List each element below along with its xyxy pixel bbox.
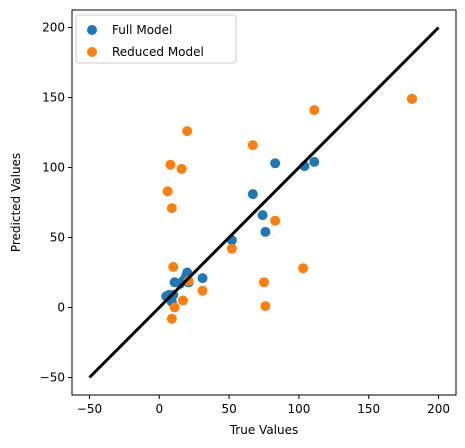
reference-line <box>88 26 440 379</box>
x-axis-ticks: −50 0 50 100 150 200 <box>77 395 450 416</box>
legend-label-full-model: Full Model <box>112 23 172 37</box>
data-point-reduced-model <box>168 261 179 272</box>
data-point-reduced-model <box>226 243 237 254</box>
x-tick-label: 200 <box>427 402 450 416</box>
data-point-reduced-model <box>183 275 194 286</box>
x-tick-label: 50 <box>221 402 236 416</box>
y-tick-label: 0 <box>57 301 65 315</box>
legend-marker-reduced-model <box>87 47 97 57</box>
data-point-reduced-model <box>259 277 269 288</box>
data-point-reduced-model <box>260 301 271 312</box>
legend: Full Model Reduced Model <box>75 14 237 64</box>
y-axis-ticks: −50 0 50 100 150 200 <box>40 21 72 385</box>
y-tick-label: 100 <box>42 161 65 175</box>
data-point-reduced-model <box>166 313 177 324</box>
data-point-full-model <box>309 156 320 167</box>
data-point-reduced-model <box>407 93 418 104</box>
x-tick-label: −50 <box>77 402 102 416</box>
y-tick-label: 150 <box>42 91 65 105</box>
x-tick-label: 0 <box>155 402 163 416</box>
y-tick-label: 200 <box>42 21 65 35</box>
legend-box <box>75 14 237 64</box>
data-point-reduced-model <box>247 140 258 151</box>
y-axis-label: Predicted Values <box>9 153 23 252</box>
data-point-reduced-model <box>162 186 173 197</box>
data-point-reduced-model <box>176 163 187 174</box>
data-point-reduced-model <box>298 263 309 274</box>
data-point-reduced-model <box>197 285 208 296</box>
data-point-full-model <box>197 273 208 284</box>
data-point-reduced-model <box>169 302 180 313</box>
legend-marker-full-model <box>87 25 97 35</box>
data-point-reduced-model <box>182 126 193 137</box>
chart-marks <box>88 26 440 379</box>
data-point-full-model <box>257 210 268 221</box>
x-tick-label: 100 <box>287 402 310 416</box>
y-tick-label: −50 <box>40 371 65 385</box>
x-tick-label: 150 <box>357 402 380 416</box>
legend-label-reduced-model: Reduced Model <box>112 45 204 59</box>
data-point-full-model <box>247 189 258 200</box>
data-point-reduced-model <box>166 203 177 214</box>
data-point-reduced-model <box>270 215 281 226</box>
data-point-full-model <box>270 158 281 169</box>
x-axis-label: True Values <box>229 423 299 437</box>
data-point-reduced-model <box>309 105 320 116</box>
data-point-reduced-model <box>178 295 189 306</box>
data-point-full-model <box>260 226 271 237</box>
plot-frame <box>71 9 457 396</box>
data-point-reduced-model <box>165 159 176 170</box>
y-tick-label: 50 <box>50 231 65 245</box>
